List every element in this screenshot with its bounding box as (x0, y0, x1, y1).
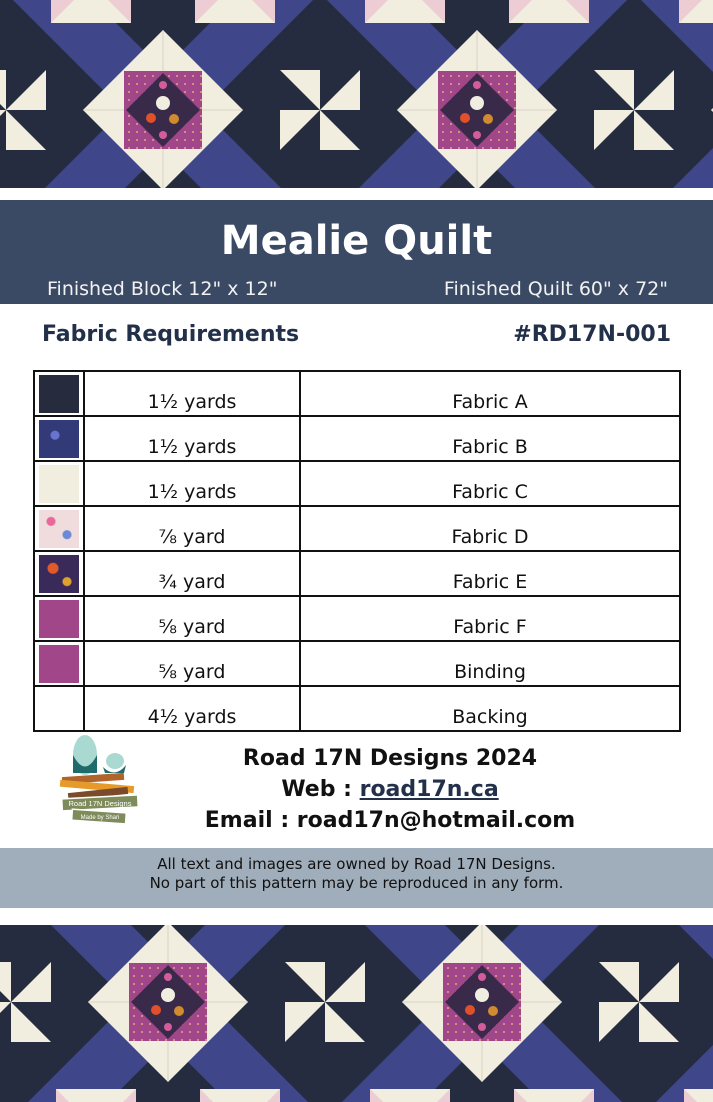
web-line: Web : road17n.ca (150, 777, 630, 802)
road17n-logo: Road 17N Designs Made by Shari (59, 735, 140, 825)
copyright-line-1: All text and images are owned by Road 17… (157, 855, 556, 873)
fabric-name: Backing (299, 685, 681, 732)
company-name: Road 17N Designs 2024 (242, 746, 538, 771)
fabric-swatch (39, 374, 79, 413)
fabric-requirements-table: 1½ yards Fabric A 1½ yards Fabric B 1½ yards… (33, 370, 681, 732)
fabric-row: 1½ yards Fabric B (33, 415, 681, 462)
finished-block-size: Finished Block 12" x 12" (47, 278, 278, 300)
swatch-cell (33, 595, 85, 642)
fabric-row: ¾ yard Fabric E (33, 550, 681, 597)
fabric-amount: 1½ yards (83, 460, 301, 507)
fabric-row: 1½ yards Fabric A (33, 370, 681, 417)
swatch-cell (33, 505, 85, 552)
pattern-number: #RD17N-001 (513, 322, 671, 347)
page-title: Mealie Quilt (220, 218, 493, 264)
swatch-cell (33, 370, 85, 417)
fabric-swatch (39, 419, 79, 458)
title-banner: Mealie Quilt Finished Block 12" x 12" Fi… (0, 200, 713, 304)
fabric-name: Binding (299, 640, 681, 687)
fabric-name: Fabric A (299, 370, 681, 417)
svg-text:Road 17N Designs: Road 17N Designs (69, 799, 132, 808)
finished-quilt-size: Finished Quilt 60" x 72" (443, 278, 668, 300)
fabric-amount: 1½ yards (83, 415, 301, 462)
email-address[interactable]: road17n@hotmail.com (296, 808, 576, 833)
fabric-swatch (39, 509, 79, 548)
fabric-swatch (39, 599, 79, 638)
quilt-image-top (0, 0, 713, 188)
fabric-row: ⅞ yard Fabric D (33, 505, 681, 552)
fabric-row: 4½ yards Backing (33, 685, 681, 732)
swatch-cell (33, 640, 85, 687)
email-label: Email : (204, 808, 290, 833)
swatch-cell (33, 415, 85, 462)
fabric-amount: 4½ yards (83, 685, 301, 732)
fabric-swatch (39, 464, 79, 503)
fabric-amount: ⅞ yard (83, 505, 301, 552)
fabric-name: Fabric F (299, 595, 681, 642)
fabric-amount: ⅝ yard (83, 640, 301, 687)
fabric-name: Fabric D (299, 505, 681, 552)
swatch-cell (33, 550, 85, 597)
fabric-amount: 1½ yards (83, 370, 301, 417)
fabric-swatch (39, 554, 79, 593)
fabric-row: ⅝ yard Binding (33, 640, 681, 687)
fabric-row: 1½ yards Fabric C (33, 460, 681, 507)
quilt-image-bottom (0, 925, 713, 1102)
website-link[interactable]: road17n.ca (359, 777, 499, 802)
fabric-name: Fabric C (299, 460, 681, 507)
web-label: Web : (281, 777, 352, 802)
fabric-row: ⅝ yard Fabric F (33, 595, 681, 642)
email-line: Email : road17n@hotmail.com (150, 808, 630, 833)
fabric-swatch (39, 644, 79, 683)
svg-text:Made by Shari: Made by Shari (81, 815, 120, 821)
fabric-requirements-heading: Fabric Requirements (42, 322, 300, 347)
fabric-amount: ⅝ yard (83, 595, 301, 642)
copyright-line-2: No part of this pattern may be reproduce… (149, 874, 564, 892)
fabric-amount: ¾ yard (83, 550, 301, 597)
fabric-name: Fabric B (299, 415, 681, 462)
swatch-cell (33, 460, 85, 507)
copyright-footer: All text and images are owned by Road 17… (0, 848, 713, 908)
fabric-name: Fabric E (299, 550, 681, 597)
swatch-cell (33, 685, 85, 732)
